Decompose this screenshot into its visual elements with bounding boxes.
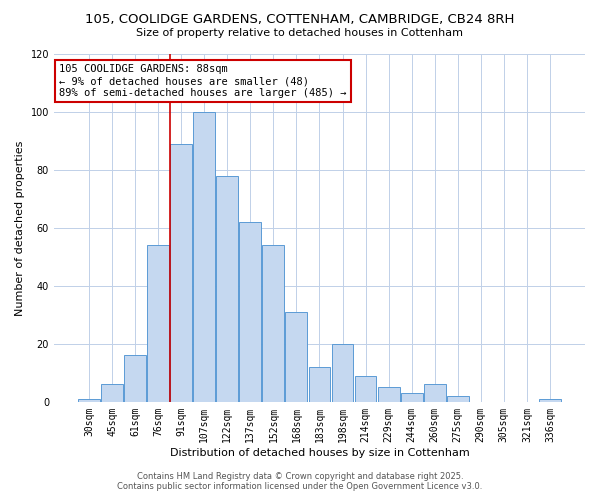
Bar — [447, 396, 469, 402]
Bar — [239, 222, 261, 402]
Bar — [78, 399, 100, 402]
Bar — [424, 384, 446, 402]
Bar — [539, 399, 561, 402]
Bar — [308, 367, 331, 402]
Text: 105 COOLIDGE GARDENS: 88sqm
← 9% of detached houses are smaller (48)
89% of semi: 105 COOLIDGE GARDENS: 88sqm ← 9% of deta… — [59, 64, 347, 98]
X-axis label: Distribution of detached houses by size in Cottenham: Distribution of detached houses by size … — [170, 448, 469, 458]
Bar — [147, 246, 169, 402]
Text: 105, COOLIDGE GARDENS, COTTENHAM, CAMBRIDGE, CB24 8RH: 105, COOLIDGE GARDENS, COTTENHAM, CAMBRI… — [85, 12, 515, 26]
Bar — [286, 312, 307, 402]
Text: Size of property relative to detached houses in Cottenham: Size of property relative to detached ho… — [137, 28, 464, 38]
Bar — [401, 393, 422, 402]
Bar — [377, 388, 400, 402]
Bar — [262, 246, 284, 402]
Bar — [355, 376, 376, 402]
Bar — [193, 112, 215, 402]
Text: Contains HM Land Registry data © Crown copyright and database right 2025.
Contai: Contains HM Land Registry data © Crown c… — [118, 472, 482, 491]
Bar — [124, 356, 146, 402]
Bar — [332, 344, 353, 402]
Y-axis label: Number of detached properties: Number of detached properties — [15, 140, 25, 316]
Bar — [101, 384, 123, 402]
Bar — [217, 176, 238, 402]
Bar — [170, 144, 192, 402]
